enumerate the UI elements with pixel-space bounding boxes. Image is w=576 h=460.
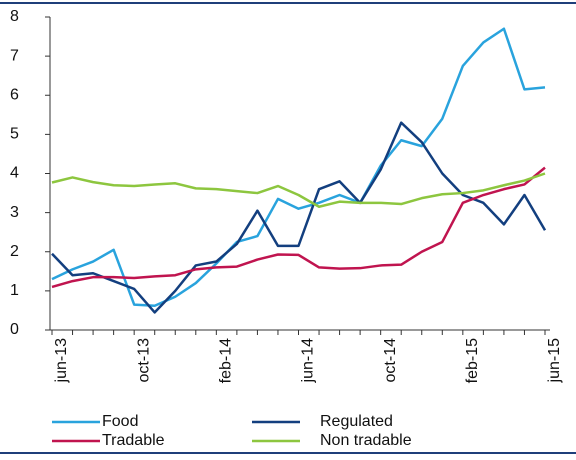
legend-label: Food: [102, 413, 138, 430]
series-line: [51, 166, 546, 289]
x-tick-label: oct-14: [382, 338, 399, 383]
series-line: [51, 27, 546, 307]
y-tick-label: 3: [10, 204, 19, 221]
y-tick-label: 8: [10, 8, 19, 25]
y-tick-label: 7: [10, 47, 19, 64]
y-tick-label: 4: [10, 165, 19, 182]
x-tick-label: jun-14: [300, 338, 317, 384]
series-line: [51, 172, 546, 209]
x-tick-label: jun-15: [546, 338, 563, 384]
legend-label: Regulated: [320, 413, 393, 430]
x-tick-label: feb-14: [218, 338, 235, 383]
x-tick-label: feb-15: [464, 338, 481, 383]
legend-label: Non tradable: [320, 432, 412, 449]
y-tick-label: 0: [10, 321, 19, 338]
y-tick-label: 5: [10, 126, 19, 143]
x-tick-label: oct-13: [135, 338, 152, 383]
x-tick-label: jun-13: [53, 338, 70, 384]
y-tick-label: 6: [10, 86, 19, 103]
y-tick-label: 1: [10, 282, 19, 299]
legend-label: Tradable: [102, 432, 165, 449]
y-tick-label: 2: [10, 243, 19, 260]
series-line: [51, 121, 547, 314]
